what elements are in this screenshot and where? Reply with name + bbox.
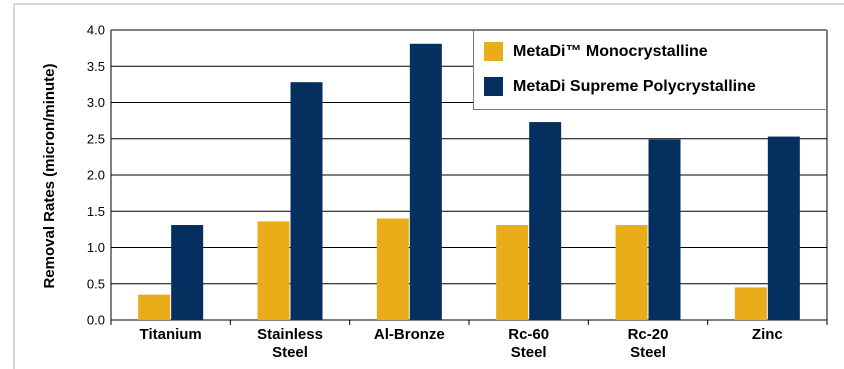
y-tick-labels: 0.0 0.5 1.0 1.5 2.0 2.5 3.0 3.5 4.0 bbox=[87, 23, 105, 328]
bar-monocrystalline bbox=[496, 225, 529, 320]
x-tick-label: Al-Bronze bbox=[374, 326, 445, 343]
x-tick-label: Titanium bbox=[140, 326, 202, 343]
x-tick-label: Rc-20 bbox=[628, 326, 669, 343]
bar-polycrystalline bbox=[648, 139, 681, 320]
legend-swatch-monocrystalline bbox=[484, 42, 503, 61]
bar-polycrystalline bbox=[409, 43, 442, 321]
y-axis-title: Removal Rates (micron/minute) bbox=[41, 63, 58, 288]
x-tick-label: Steel bbox=[511, 344, 547, 361]
legend: MetaDi™ Monocrystalline MetaDi Supreme P… bbox=[473, 30, 827, 110]
legend-label-polycrystalline: MetaDi Supreme Polycrystalline bbox=[513, 77, 756, 95]
bar-polycrystalline bbox=[290, 82, 323, 320]
y-tick-label: 4.0 bbox=[87, 23, 105, 38]
bar-polycrystalline bbox=[529, 122, 562, 320]
y-axis-title-group: Removal Rates (micron/minute) bbox=[41, 63, 58, 288]
bar-polycrystalline bbox=[171, 225, 204, 320]
bar-monocrystalline bbox=[734, 287, 767, 320]
legend-item-polycrystalline: MetaDi Supreme Polycrystalline bbox=[484, 77, 756, 96]
x-tick-label: Steel bbox=[272, 344, 308, 361]
bar-monocrystalline bbox=[257, 221, 290, 320]
x-tick-label: Rc-60 bbox=[508, 326, 549, 343]
y-tick-label: 3.0 bbox=[87, 95, 105, 110]
chart-frame bbox=[13, 3, 844, 369]
legend-label-monocrystalline: MetaDi™ Monocrystalline bbox=[513, 42, 708, 60]
y-tick-label: 1.5 bbox=[87, 204, 105, 219]
x-tick-label: Steel bbox=[630, 344, 666, 361]
y-tick-label: 1.0 bbox=[87, 240, 105, 255]
bar-monocrystalline bbox=[615, 225, 648, 320]
y-tick-label: 0.5 bbox=[87, 276, 105, 291]
bar-monocrystalline bbox=[138, 294, 171, 320]
x-tick-label: Stainless bbox=[257, 326, 323, 343]
bar-monocrystalline bbox=[376, 218, 409, 320]
x-tick-label: Zinc bbox=[752, 326, 783, 343]
legend-item-monocrystalline: MetaDi™ Monocrystalline bbox=[484, 42, 708, 61]
y-tick-label: 3.5 bbox=[87, 59, 105, 74]
y-tick-label: 2.0 bbox=[87, 168, 105, 183]
y-tick-label: 0.0 bbox=[87, 313, 105, 328]
bar-polycrystalline bbox=[767, 136, 800, 320]
y-tick-label: 2.5 bbox=[87, 131, 105, 146]
bars bbox=[138, 43, 800, 321]
legend-swatch-polycrystalline bbox=[484, 77, 503, 96]
